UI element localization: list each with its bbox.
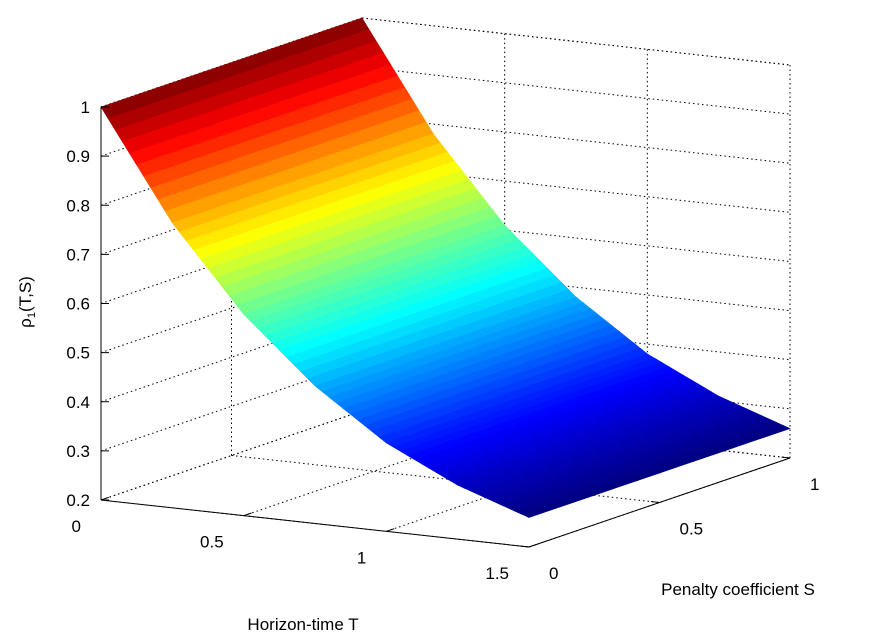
- y-tick-mark: [520, 545, 530, 548]
- y-axis-label: Penalty coefficient S: [661, 580, 815, 599]
- axes: [100, 106, 791, 548]
- x-tick-mark: [100, 496, 109, 501]
- z-tick-label: 0.6: [66, 295, 90, 314]
- x-tick-mark: [386, 528, 395, 532]
- y-tick-mark: [650, 501, 660, 503]
- x-tick-label: 0.5: [200, 533, 224, 552]
- grid-line: [100, 410, 363, 501]
- z-axis-label: ρ1(T,S): [16, 276, 38, 328]
- z-tick-label: 0.8: [66, 196, 90, 215]
- z-tick-label: 0.4: [66, 393, 90, 412]
- z-tick-label: 0.3: [66, 442, 90, 461]
- z-tick-label: 0.2: [66, 491, 90, 510]
- y-tick-label: 0.5: [680, 520, 704, 539]
- z-tick-label: 1: [81, 98, 90, 117]
- grid-line: [361, 66, 791, 115]
- z-tick-label: 0.7: [66, 245, 90, 264]
- x-axis-label: Horizon-time T: [247, 615, 358, 634]
- surface-plot: [100, 17, 791, 518]
- x-tick-label: 1: [357, 548, 366, 567]
- tick-labels: 0.2 0.3 0.4 0.5 0.6 0.7 0.8 0.9 1 0 0.5 1 1.5 0 0.5 1: [66, 98, 819, 583]
- x-tick-label: 0: [72, 517, 81, 536]
- x-tick-mark: [528, 543, 537, 548]
- z-tick-label: 0.9: [66, 147, 90, 166]
- surface-patch: [760, 424, 791, 437]
- x-tick-mark: [243, 512, 252, 517]
- x-axis-line: [100, 499, 530, 548]
- z-tick-label: 0.5: [66, 344, 90, 363]
- x-tick-label: 1.5: [485, 564, 509, 583]
- grid-line: [361, 17, 791, 66]
- y-tick-mark: [781, 456, 791, 459]
- y-tick-label: 0: [549, 564, 558, 583]
- y-tick-label: 1: [810, 475, 819, 494]
